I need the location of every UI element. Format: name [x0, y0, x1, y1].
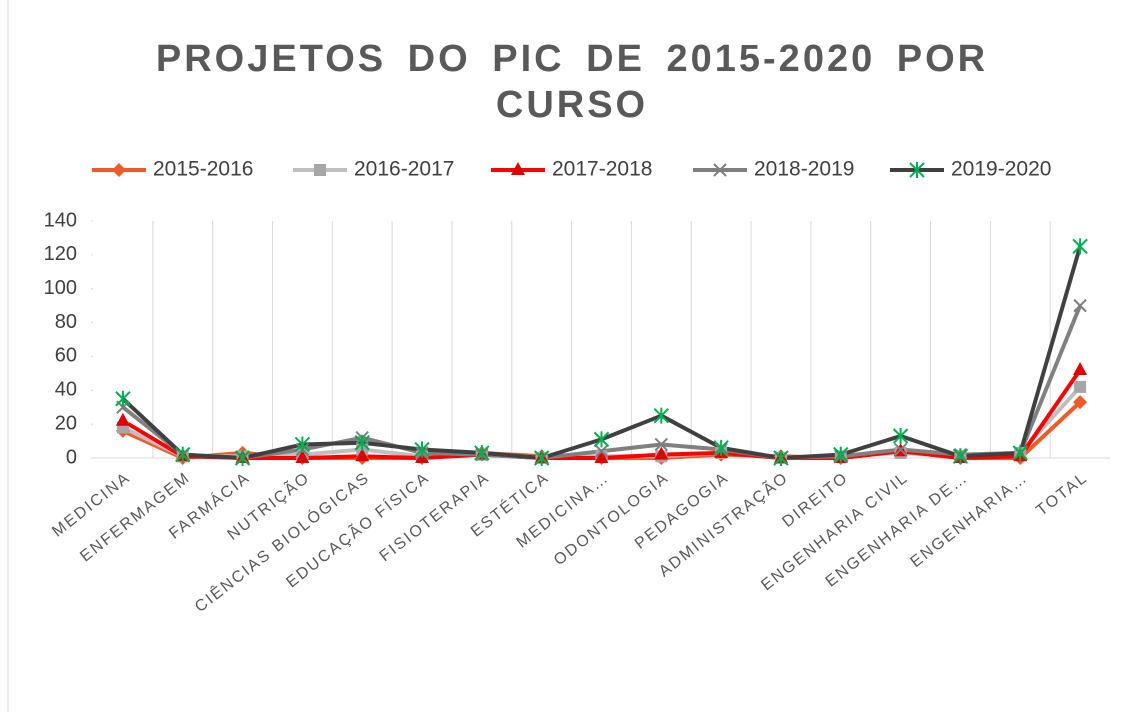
x-tick-label: TOTAL [1033, 469, 1091, 519]
y-tick-label: 60 [55, 345, 77, 367]
marker [533, 450, 550, 466]
series-line [121, 245, 1083, 460]
marker [909, 162, 925, 178]
x-tick-label: ENGENHARIA… [908, 469, 1032, 571]
marker [234, 450, 251, 466]
legend-label: 2016-2017 [354, 158, 454, 181]
marker [1073, 361, 1088, 375]
marker [653, 407, 670, 424]
marker [713, 439, 729, 456]
marker [593, 431, 610, 448]
marker [175, 446, 191, 463]
marker [773, 450, 789, 466]
marker [1072, 238, 1088, 255]
y-tick-label: 80 [55, 311, 77, 333]
legend-label: 2019-2020 [951, 158, 1051, 181]
marker [355, 448, 370, 462]
marker [314, 164, 326, 176]
x-tick-label: ENFERMAGEM [77, 469, 194, 565]
marker [414, 441, 430, 458]
chart-title: PROJETOS DO PIC DE 2015-2020 POR CURSO [155, 38, 989, 126]
marker [294, 436, 311, 453]
y-tick-label: 120 [44, 243, 77, 265]
marker [833, 446, 849, 463]
marker [474, 444, 490, 461]
marker [1012, 444, 1028, 461]
marker [654, 437, 669, 452]
x-tick-label: ODONTOLOGIA [551, 469, 672, 569]
legend-label: 2018-2019 [754, 158, 854, 181]
marker [115, 412, 130, 426]
marker [713, 163, 727, 177]
marker [115, 390, 131, 407]
legend-label: 2017-2018 [552, 158, 652, 181]
marker [952, 448, 969, 465]
marker [1074, 380, 1087, 393]
y-tick-label: 0 [66, 446, 77, 468]
marker [892, 427, 909, 444]
y-tick-label: 100 [44, 277, 77, 299]
marker [654, 446, 669, 460]
marker [893, 442, 908, 457]
y-tick-label: 20 [55, 412, 77, 434]
marker [1073, 298, 1087, 313]
marker [354, 434, 370, 451]
x-tick-label: FISIOTERAPIA [377, 469, 493, 565]
marker [594, 444, 609, 458]
marker [1073, 395, 1088, 410]
marker [594, 450, 609, 463]
marker [511, 162, 525, 175]
y-tick-label: 40 [55, 379, 77, 401]
y-tick-label: 140 [44, 209, 77, 231]
marker [295, 450, 310, 463]
marker [112, 163, 126, 177]
legend-label: 2015-2016 [153, 158, 253, 181]
